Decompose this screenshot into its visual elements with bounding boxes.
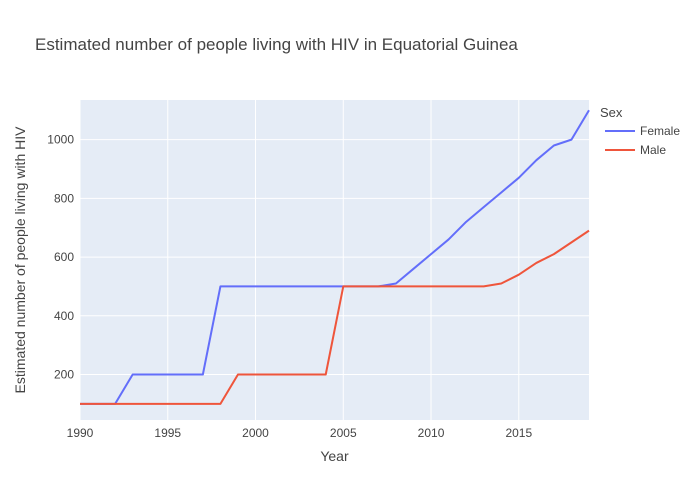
y-tick-label-600: 600 xyxy=(54,250,74,264)
legend-label-male: Male xyxy=(640,143,666,157)
y-tick-label-1000: 1000 xyxy=(47,133,74,147)
legend-title: Sex xyxy=(600,105,623,120)
plot-area xyxy=(80,100,589,420)
y-axis-ticks: 200 400 600 800 1000 xyxy=(47,133,74,382)
x-tick-label-2000: 2000 xyxy=(242,426,269,440)
x-tick-label-2015: 2015 xyxy=(505,426,532,440)
series-line-male xyxy=(80,229,590,405)
y-tick-label-400: 400 xyxy=(54,309,74,323)
series-layer xyxy=(80,109,590,405)
legend: Sex Female Male xyxy=(600,105,680,157)
series-line-female xyxy=(80,109,590,405)
chart-title: Estimated number of people living with H… xyxy=(35,35,518,54)
y-axis-title: Estimated number of people living with H… xyxy=(12,126,28,394)
y-tick-label-200: 200 xyxy=(54,367,74,381)
x-axis-title: Year xyxy=(320,448,349,464)
legend-label-female: Female xyxy=(640,124,680,138)
x-tick-label-1990: 1990 xyxy=(67,426,94,440)
x-tick-label-2010: 2010 xyxy=(418,426,445,440)
y-tick-label-800: 800 xyxy=(54,191,74,205)
x-tick-label-2005: 2005 xyxy=(330,426,357,440)
x-tick-label-1995: 1995 xyxy=(154,426,181,440)
x-axis-ticks: 1990 1995 2000 2005 2010 2015 xyxy=(67,426,533,440)
